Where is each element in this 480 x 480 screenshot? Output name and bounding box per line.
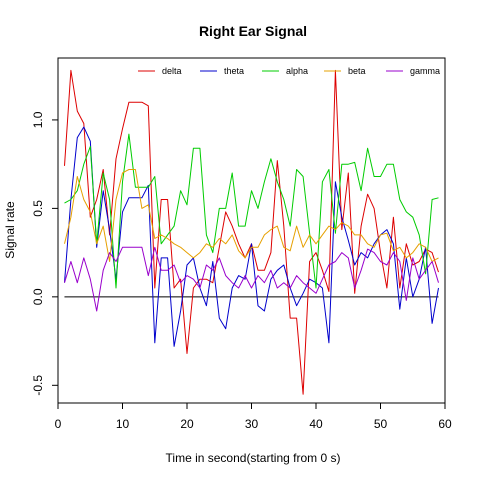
y-tick-label: -0.5 (31, 375, 45, 396)
x-tick-label: 60 (438, 417, 452, 431)
legend-label-beta: beta (348, 66, 366, 76)
legend-label-gamma: gamma (410, 66, 440, 76)
series-layer (64, 69, 439, 395)
y-tick-label: 0.0 (31, 288, 45, 305)
chart-title: Right Ear Signal (199, 23, 307, 39)
x-tick-label: 40 (309, 417, 323, 431)
series-line-beta (64, 169, 439, 262)
legend: delta theta alpha beta gamma (138, 66, 440, 76)
legend-label-delta: delta (162, 66, 182, 76)
series-line-theta (64, 126, 439, 347)
x-tick-label: 20 (180, 417, 194, 431)
legend-label-theta: theta (224, 66, 244, 76)
x-tick-label: 50 (374, 417, 388, 431)
y-tick-label: 1.0 (31, 111, 45, 128)
x-axis-label: Time in second(starting from 0 s) (166, 451, 341, 465)
x-axis: 0 10 20 30 40 50 60 (55, 403, 452, 431)
series-line-alpha (64, 133, 439, 289)
x-tick-label: 0 (55, 417, 62, 431)
x-tick-label: 30 (245, 417, 259, 431)
series-line-gamma (64, 246, 439, 312)
y-axis-label: Signal rate (3, 201, 17, 259)
y-axis: -0.5 0.0 0.5 1.0 (31, 111, 58, 396)
x-tick-label: 10 (116, 417, 130, 431)
legend-label-alpha: alpha (286, 66, 308, 76)
y-tick-label: 0.5 (31, 200, 45, 217)
